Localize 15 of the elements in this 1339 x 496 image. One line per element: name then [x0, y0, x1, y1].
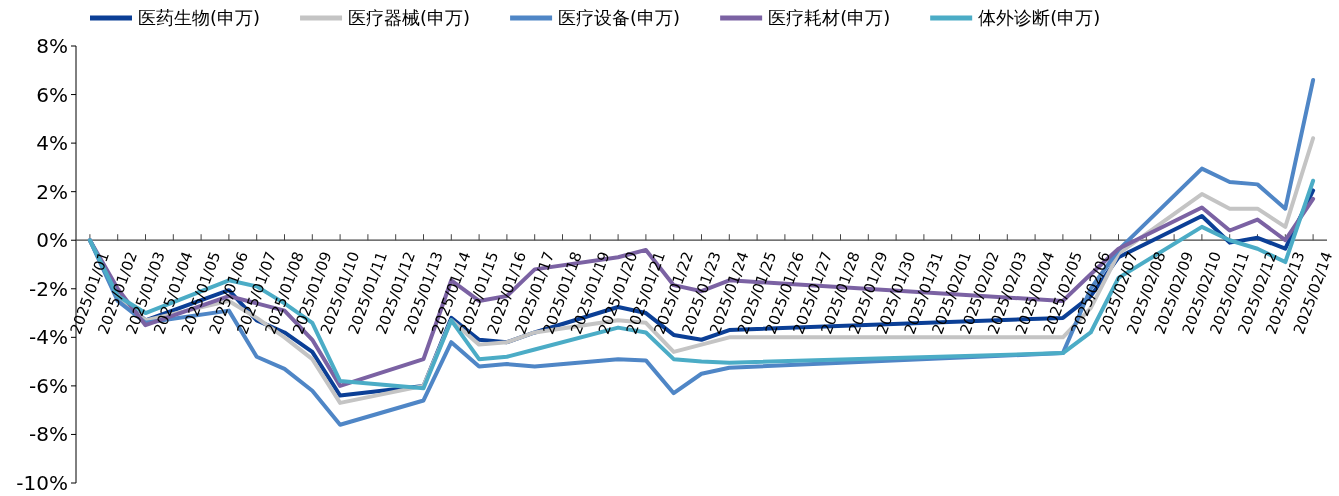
ytick: 0% [36, 228, 68, 253]
legend-label: 医疗设备(申万) [558, 7, 681, 28]
ytick: 8% [36, 34, 68, 58]
ytick: -2% [29, 276, 68, 301]
legend-label: 体外诊断(申万) [978, 7, 1101, 28]
ytick: 6% [36, 82, 68, 107]
ytick: -10% [16, 471, 68, 495]
ytick: -4% [29, 325, 68, 350]
ytick: -8% [29, 422, 68, 447]
ytick: -6% [29, 373, 68, 398]
legend-label: 医药生物(申万) [138, 7, 261, 28]
ytick: 2% [36, 179, 68, 204]
legend-label: 医疗器械(申万) [348, 7, 471, 28]
legend-label: 医疗耗材(申万) [768, 7, 891, 28]
ytick: 4% [36, 131, 68, 156]
